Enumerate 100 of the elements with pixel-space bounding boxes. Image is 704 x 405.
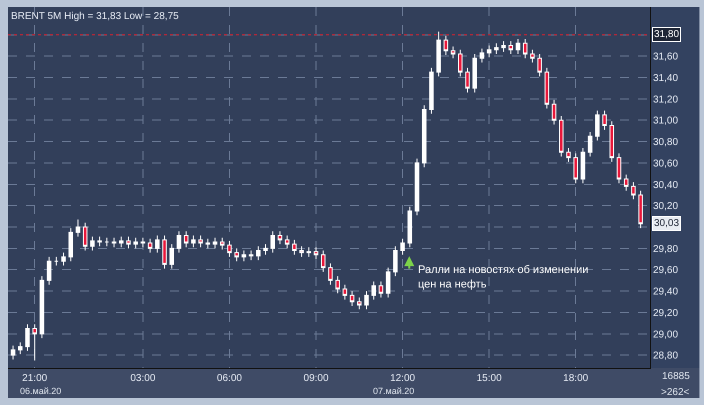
candlestick xyxy=(234,248,239,262)
candlestick xyxy=(68,228,74,262)
candlestick xyxy=(559,115,564,158)
y-tick-label: 30,60 xyxy=(653,158,678,170)
candlestick xyxy=(616,152,622,184)
annotation: 30,03 xyxy=(654,218,680,229)
candlestick xyxy=(595,110,600,142)
candlestick xyxy=(306,246,312,258)
candlestick xyxy=(198,235,203,248)
candlestick xyxy=(212,237,218,249)
y-tick-label: 28,80 xyxy=(653,350,678,362)
candlestick xyxy=(465,67,470,93)
chart-title: BRENT 5M High = 31,83 Low = 28,75 xyxy=(11,11,180,22)
candlestick xyxy=(292,239,297,256)
text: >262< xyxy=(661,387,690,398)
candlestick xyxy=(350,290,354,307)
y-tick-label: 30,80 xyxy=(653,137,678,148)
candlestick xyxy=(436,31,441,77)
candlestick xyxy=(610,120,614,162)
x-tick-label: 09:00 xyxy=(304,373,329,384)
candlestick xyxy=(472,53,477,93)
candlestick xyxy=(357,297,362,310)
candlestick xyxy=(242,250,246,262)
candlestick xyxy=(342,284,348,300)
candlestick xyxy=(18,342,23,355)
text: 07.май.20 xyxy=(373,386,414,396)
candlestick xyxy=(638,190,643,229)
candlestick xyxy=(508,40,514,54)
candlestick xyxy=(588,131,592,158)
candlestick xyxy=(220,237,225,250)
candlestick xyxy=(573,152,578,184)
candlestick xyxy=(169,244,174,270)
candlestick xyxy=(76,219,80,238)
candlestick xyxy=(227,240,232,258)
candlestick xyxy=(537,53,542,77)
candlestick xyxy=(444,35,448,56)
x-tick-label: 21:00 xyxy=(22,373,48,384)
candlestick xyxy=(602,110,607,130)
text: 16885 xyxy=(662,371,690,382)
candlestick xyxy=(90,236,95,252)
candlestick xyxy=(148,238,152,254)
candlestick xyxy=(631,182,636,200)
y-tick-label: 31,40 xyxy=(653,72,678,84)
candlestick xyxy=(54,256,59,266)
candlestick xyxy=(480,48,484,64)
candlestick xyxy=(552,99,556,125)
x-tick-label: 15:00 xyxy=(476,373,502,384)
candlestick xyxy=(516,38,520,54)
candlestick xyxy=(278,230,282,245)
candlestick xyxy=(118,236,124,248)
y-tick-label: 29,60 xyxy=(653,265,678,276)
y-tick-label: 29,40 xyxy=(653,286,678,298)
candlestick xyxy=(61,252,66,266)
x-tick-label: 03:00 xyxy=(130,373,156,384)
y-tick-label: 29,00 xyxy=(653,329,678,340)
candlestick xyxy=(32,324,37,362)
candlestick xyxy=(624,174,628,192)
candlestick xyxy=(191,235,196,248)
candlestick xyxy=(256,246,261,261)
candlestick xyxy=(126,236,131,249)
candlestick xyxy=(371,280,376,300)
y-tick-label: 31,20 xyxy=(653,94,678,106)
candlestick xyxy=(414,158,420,216)
candlestick xyxy=(46,256,52,286)
candlestick xyxy=(263,244,268,256)
candlestick xyxy=(40,276,44,339)
y-tick-label: 31,00 xyxy=(653,116,678,127)
candlestick xyxy=(133,237,138,249)
x-tick-label: 06:00 xyxy=(216,373,242,384)
candlestick xyxy=(97,236,102,247)
x-tick-label: 12:00 xyxy=(390,373,416,384)
candlestick xyxy=(422,104,426,168)
candlestick xyxy=(335,276,340,294)
candlestick xyxy=(328,262,333,286)
candlestick xyxy=(176,230,182,254)
candlestick xyxy=(314,246,318,260)
candlestick xyxy=(393,246,398,277)
candlestick xyxy=(530,49,535,64)
candlestick xyxy=(522,38,528,59)
candlestick xyxy=(184,230,188,248)
candlestick xyxy=(429,67,434,114)
candlestick xyxy=(494,42,499,54)
candlestick xyxy=(544,67,550,109)
candlestick xyxy=(450,46,456,59)
candlestick xyxy=(378,280,384,298)
y-tick-label: 30,40 xyxy=(653,180,678,191)
candlestick xyxy=(566,147,571,162)
y-tick-label: 30,20 xyxy=(653,201,678,212)
candlestick xyxy=(364,290,369,310)
candlestick xyxy=(458,49,463,77)
candlestick xyxy=(112,237,116,248)
candlestick xyxy=(155,235,160,254)
x-tick-label: 18:00 xyxy=(563,373,589,384)
candlestick xyxy=(140,237,146,248)
candlestick xyxy=(248,250,254,261)
ref-line-label: 31,80 xyxy=(654,29,680,40)
candlestick xyxy=(486,44,492,58)
candlestick xyxy=(408,206,412,248)
y-tick-label: 31,60 xyxy=(653,52,678,63)
candlestick xyxy=(386,267,390,298)
